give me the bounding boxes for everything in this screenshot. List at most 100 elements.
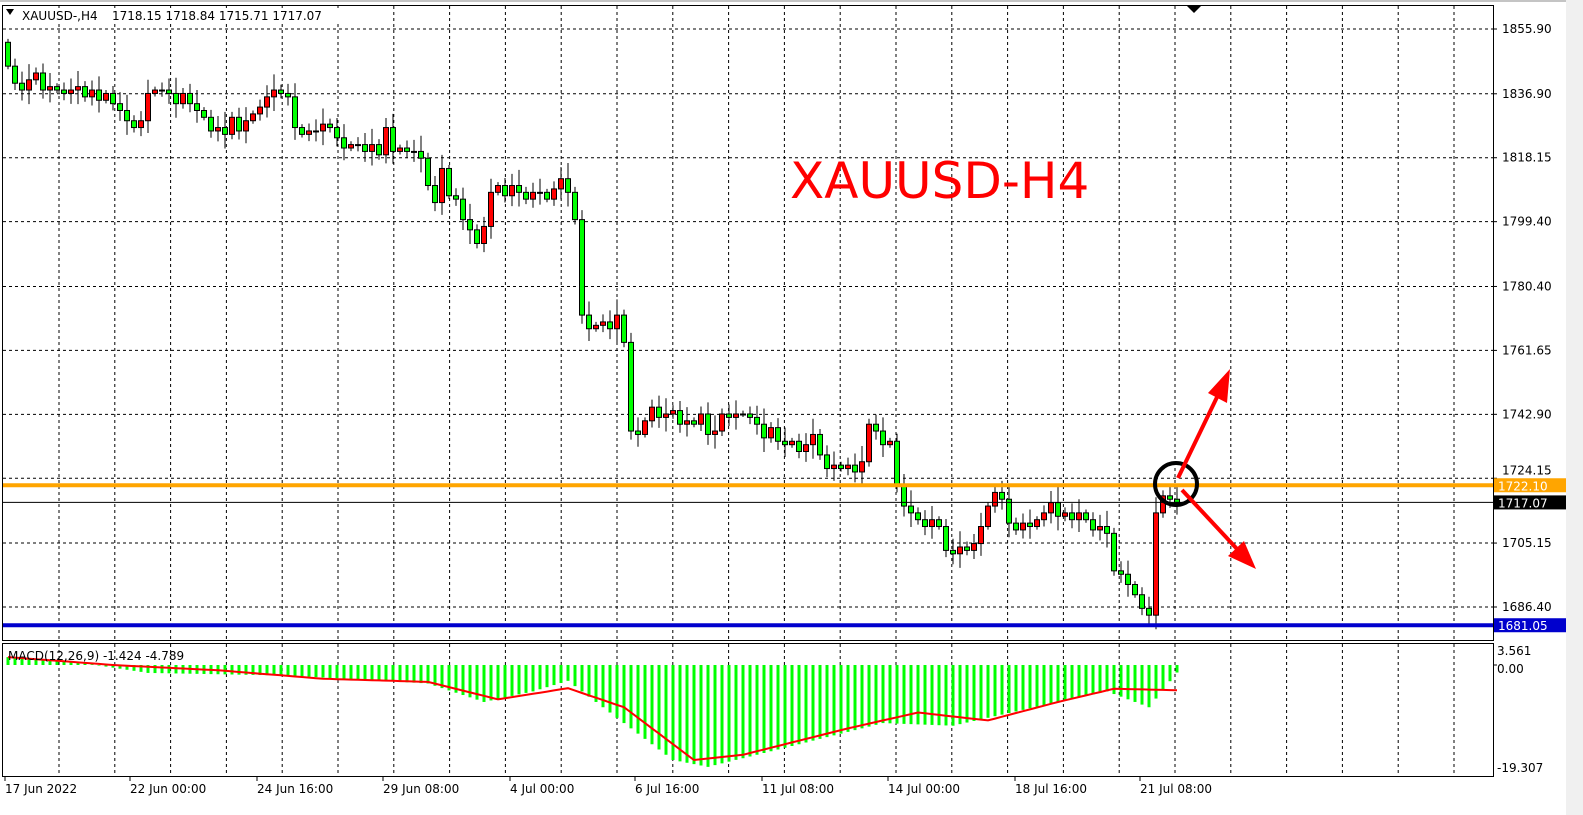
candle (1125, 560, 1131, 597)
price-tick-label: 1855.90 (1502, 22, 1552, 36)
price-tick-label: 1799.40 (1502, 215, 1552, 229)
candle (579, 210, 585, 324)
candle-body (712, 430, 718, 435)
candle (152, 86, 158, 97)
candle (1034, 516, 1040, 530)
candle-body (208, 116, 214, 132)
candle (243, 107, 249, 144)
time-axis: 17 Jun 2022 22 Jun 00:00 24 Jun 16:00 29 Ju… (4, 776, 1212, 796)
candle (845, 457, 851, 476)
candle-body (544, 191, 550, 200)
candle-body (418, 150, 424, 159)
candle-body (243, 120, 249, 132)
candle-body (1041, 512, 1047, 521)
candle-body (908, 505, 914, 514)
candle (257, 99, 263, 121)
candle-body (824, 454, 830, 470)
candle (1041, 505, 1047, 527)
candle-body (516, 185, 522, 193)
candle-body (334, 127, 340, 139)
macd-pane-frame (2, 643, 1494, 777)
dropdown-triangle-icon[interactable] (6, 9, 14, 15)
candle (971, 534, 977, 559)
current-price-label: 1717.07 (1498, 496, 1548, 510)
candle-body (558, 178, 564, 190)
candle (1104, 510, 1110, 548)
candle (1027, 509, 1033, 539)
candle (873, 414, 879, 440)
candle-body (656, 406, 662, 418)
highlight-circle (1153, 461, 1199, 507)
chart-shift-marker-icon[interactable] (1187, 6, 1201, 13)
candle (460, 187, 466, 231)
candle (313, 119, 319, 142)
candle (929, 506, 935, 539)
candle-body (579, 219, 585, 316)
window-edge (1566, 0, 1583, 815)
candle (103, 90, 109, 104)
price-tick-label: 1686.40 (1502, 600, 1552, 614)
candle-body (495, 185, 501, 193)
candle (215, 115, 221, 142)
candle-body (411, 150, 417, 153)
candle-body (894, 440, 900, 487)
candle (789, 437, 795, 448)
candle-body (838, 464, 844, 470)
candle-body (796, 440, 802, 452)
candle-body (397, 147, 403, 152)
candle (663, 398, 669, 432)
candle (145, 79, 151, 134)
candle-body (1083, 512, 1089, 521)
candle-body (1111, 532, 1117, 572)
candle (656, 395, 662, 428)
candle (33, 67, 39, 85)
candle-body (1062, 512, 1068, 517)
candle (138, 111, 144, 137)
candle-body (313, 130, 319, 133)
candle (600, 314, 606, 333)
candle (649, 399, 655, 428)
candle (1118, 561, 1124, 583)
candle (950, 538, 956, 565)
candle (299, 124, 305, 138)
candle (320, 108, 326, 146)
candle (474, 224, 480, 249)
candle-body (75, 86, 81, 91)
price-tick-label: 1818.15 (1502, 151, 1552, 165)
resistance-price-label: 1722.10 (1498, 479, 1548, 493)
candle (880, 417, 886, 457)
candle-body (320, 123, 326, 132)
candle (425, 152, 431, 191)
candle-body (117, 103, 123, 111)
macd-axis-zero: 0.00 (1497, 662, 1524, 676)
candle-body (103, 92, 109, 101)
candle (586, 301, 592, 342)
candle (47, 72, 53, 103)
candle-body (96, 89, 102, 101)
candle (796, 433, 802, 459)
candle (985, 502, 991, 530)
candle-body (1139, 594, 1145, 609)
macd-pane (6, 656, 1497, 767)
candle-body (1146, 607, 1152, 616)
candle (817, 428, 823, 460)
candle-body (873, 423, 879, 432)
candle-body (215, 127, 221, 132)
candle (355, 137, 361, 152)
candle-body (810, 433, 816, 446)
candle-body (1006, 498, 1012, 524)
candle (89, 80, 95, 106)
time-tick-label: 6 Jul 16:00 (635, 782, 699, 796)
candle (908, 490, 914, 527)
candle (1006, 483, 1012, 538)
candle-body (68, 89, 74, 94)
candle (1146, 596, 1152, 626)
time-tick-label: 14 Jul 00:00 (888, 782, 960, 796)
candle-body (61, 89, 67, 94)
candle (621, 309, 627, 348)
candle (523, 186, 529, 205)
candle-body (306, 130, 312, 135)
candle-body (257, 106, 263, 115)
resistance-price-tag (1494, 478, 1566, 493)
